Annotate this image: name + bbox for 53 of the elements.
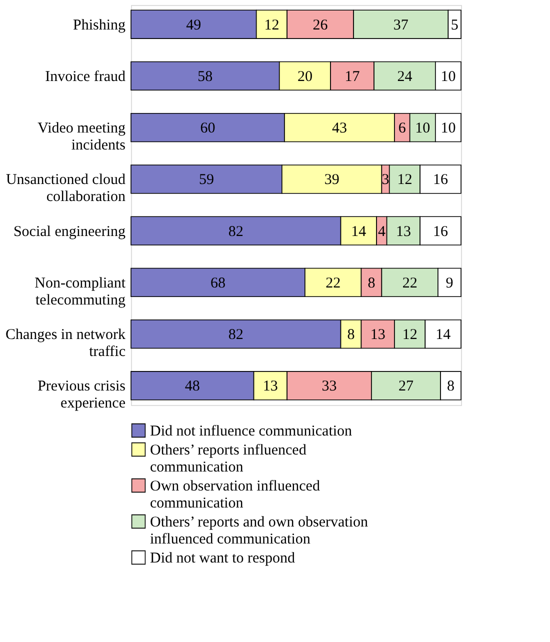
y-tick-label: Video meeting incidents bbox=[38, 120, 126, 154]
data-label: 16 bbox=[433, 172, 449, 188]
data-label: 4 bbox=[378, 224, 386, 240]
data-label: 26 bbox=[312, 17, 328, 34]
data-label: 12 bbox=[264, 17, 280, 34]
data-label: 59 bbox=[198, 172, 214, 188]
y-tick-label: Invoice fraud bbox=[45, 68, 126, 85]
legend-label: Did not want to respond bbox=[150, 550, 296, 566]
data-label: 39 bbox=[324, 172, 340, 188]
y-tick-label: Changes in network traffic bbox=[6, 327, 126, 360]
legend-label: Others’ reports and own observation influenced communication bbox=[150, 514, 368, 548]
legend-label: Others’ reports influenced communication bbox=[150, 442, 307, 476]
data-label: 82 bbox=[228, 327, 244, 344]
data-label: 58 bbox=[198, 68, 213, 85]
data-label: 14 bbox=[436, 327, 452, 344]
data-label: 8 bbox=[347, 327, 355, 344]
data-label: 68 bbox=[210, 275, 226, 292]
data-label: 60 bbox=[200, 120, 216, 137]
data-label: 37 bbox=[393, 17, 409, 34]
data-label: 24 bbox=[397, 68, 413, 85]
data-label: 14 bbox=[351, 224, 367, 240]
data-label: 48 bbox=[184, 378, 200, 395]
data-label: 20 bbox=[297, 68, 312, 85]
legend-label: Own observation influenced communication bbox=[150, 478, 320, 512]
y-tick-label: Unsanctioned cloud collaboration bbox=[6, 172, 126, 206]
data-label: 9 bbox=[446, 275, 454, 292]
data-label: 22 bbox=[402, 275, 418, 292]
data-label: 33 bbox=[322, 378, 337, 395]
data-label: 17 bbox=[344, 68, 360, 85]
data-label: 22 bbox=[326, 275, 341, 292]
data-label: 10 bbox=[440, 68, 456, 85]
data-label: 8 bbox=[447, 378, 455, 395]
data-label: 8 bbox=[368, 275, 376, 292]
data-label: 13 bbox=[262, 378, 278, 395]
data-label: 16 bbox=[433, 224, 449, 240]
y-tick-label: Phishing bbox=[72, 17, 126, 34]
data-label: 12 bbox=[402, 327, 418, 344]
legend-label: Did not influence communication bbox=[150, 424, 353, 440]
data-label: 82 bbox=[228, 224, 244, 240]
data-label: 10 bbox=[440, 120, 456, 137]
data-label: 3 bbox=[382, 172, 390, 188]
y-tick-label: Social engineering bbox=[13, 224, 126, 240]
data-label: 27 bbox=[398, 378, 414, 395]
y-tick-label: Previous crisis experience bbox=[38, 378, 126, 412]
data-label: 13 bbox=[370, 327, 386, 344]
data-label: 6 bbox=[398, 120, 406, 137]
data-label: 10 bbox=[415, 120, 430, 137]
data-label: 5 bbox=[450, 17, 458, 34]
data-label: 49 bbox=[186, 17, 202, 34]
y-tick-label: Non-compliant telecommuting bbox=[34, 275, 126, 308]
data-label: 13 bbox=[396, 224, 411, 240]
data-label: 12 bbox=[397, 172, 412, 188]
data-label: 43 bbox=[332, 120, 347, 137]
